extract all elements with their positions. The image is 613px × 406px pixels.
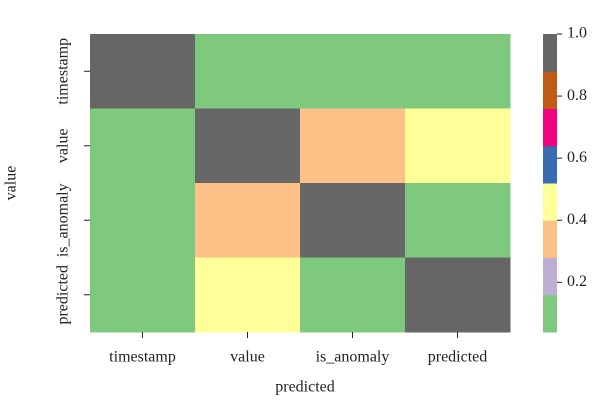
heatmap-cell	[195, 34, 301, 109]
colorbar-tick-label: 0.4	[567, 211, 587, 228]
heatmap-cell	[405, 257, 511, 333]
heatmap-cell	[90, 257, 196, 333]
heatmap-cell	[195, 183, 301, 258]
colorbar-segment	[543, 108, 557, 147]
heatmap-cell	[405, 183, 511, 258]
y-tick-label: timestamp	[55, 38, 72, 105]
heatmap-cell	[405, 34, 511, 109]
heatmap-cell	[300, 34, 406, 109]
x-tick-label: is_anomaly	[316, 349, 390, 366]
colorbar-segment	[543, 34, 557, 72]
colorbar-segment	[543, 183, 557, 221]
heatmap-cell	[90, 34, 196, 109]
x-tick-label: value	[230, 349, 265, 366]
heatmap-cell	[300, 183, 406, 258]
colorbar-tick-label: 0.8	[567, 87, 587, 104]
colorbar-tick-label: 1.0	[567, 25, 587, 42]
x-tick-label: predicted	[428, 349, 488, 366]
y-axis-label: value	[3, 166, 20, 201]
colorbar-segment	[543, 257, 557, 296]
y-tick-label: value	[55, 128, 72, 163]
heatmap-cell	[195, 108, 301, 184]
heatmap-cell	[90, 108, 196, 184]
colorbar-segment	[543, 294, 557, 333]
colorbar-segment	[543, 220, 557, 258]
y-tick-label: is_anomaly	[55, 183, 72, 257]
heatmap-cell	[405, 108, 511, 184]
x-tick-label: timestamp	[109, 349, 176, 366]
heatmap-cell	[90, 183, 196, 258]
colorbar-tick-label: 0.2	[567, 273, 587, 290]
colorbar-segment	[543, 145, 557, 184]
x-axis-label: predicted	[275, 379, 335, 396]
colorbar-tick-label: 0.6	[567, 149, 587, 166]
heatmap-cell	[300, 108, 406, 184]
heatmap-cell	[195, 257, 301, 333]
heatmap-cell	[300, 257, 406, 333]
y-tick-label: predicted	[55, 265, 72, 325]
colorbar-segment	[543, 71, 557, 109]
